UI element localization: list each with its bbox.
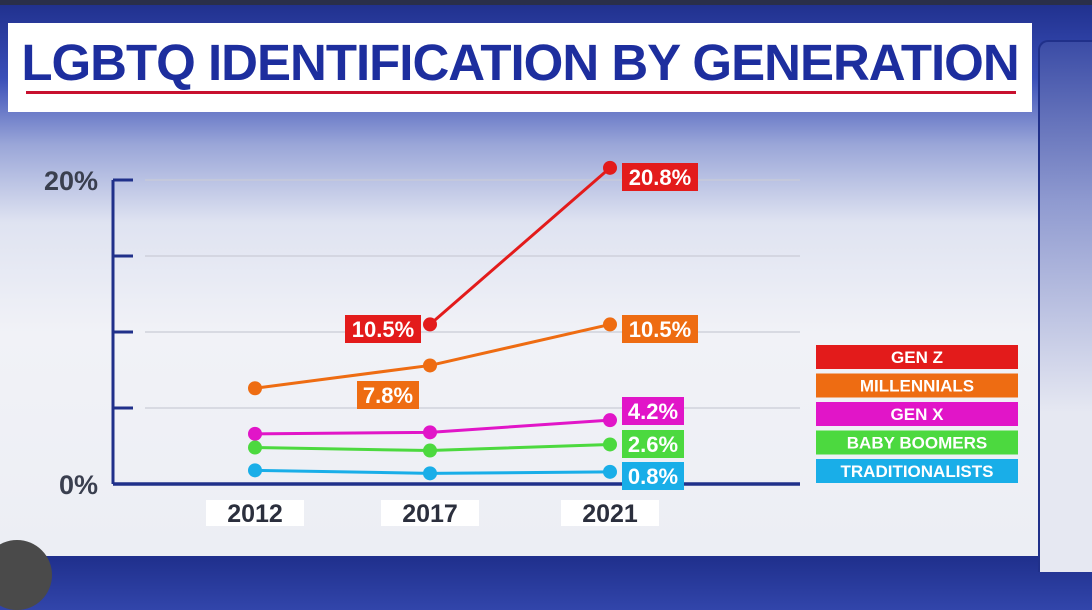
data-label-box-millennials (622, 315, 698, 343)
data-label-gen_x: 4.2% (628, 399, 678, 424)
y-tick-label: 20% (44, 166, 98, 196)
data-point-millennials (603, 317, 617, 332)
data-label-box-millennials (357, 381, 419, 409)
data-label-millennials: 7.8% (363, 383, 413, 408)
data-point-gen_z (603, 160, 617, 175)
data-point-baby_boomers (423, 443, 437, 458)
data-label-gen_z: 20.8% (629, 165, 691, 190)
legend-label-millennials: MILLENNIALS (860, 377, 974, 396)
data-point-gen_z (423, 317, 437, 332)
x-tick-label: 2012 (227, 500, 283, 528)
data-point-gen_x (423, 425, 437, 440)
data-label-millennials: 10.5% (629, 317, 691, 342)
data-point-gen_x (603, 413, 617, 428)
data-point-baby_boomers (248, 440, 262, 455)
legend-label-traditionalists: TRADITIONALISTS (841, 462, 994, 481)
x-label-box (381, 500, 479, 526)
data-point-traditionalists (423, 466, 437, 481)
x-label-box (206, 500, 304, 526)
legend-swatch-gen_z (816, 345, 1018, 369)
title-banner: LGBTQ IDENTIFICATION BY GENERATION (8, 23, 1032, 112)
data-point-gen_x (248, 426, 262, 441)
side-panel-frame (1038, 40, 1092, 572)
data-point-traditionalists (248, 463, 262, 478)
series-line-gen_z (429, 166, 611, 326)
legend-swatch-gen_x (816, 402, 1018, 426)
line-chart: 20% 0% 10.5% 20.8% 7.8% 10.5% 4.2% 2.6% 0.8% 20… (44, 160, 1018, 528)
data-point-millennials (248, 381, 262, 396)
data-label-gen_z: 10.5% (352, 317, 414, 342)
series-line-millennials (254, 322, 611, 390)
y-tick-label: 0% (59, 470, 98, 500)
data-label-baby_boomers: 2.6% (628, 432, 678, 457)
data-label-box-gen_z (622, 163, 698, 191)
data-label-box-gen_x (622, 397, 684, 425)
x-label-box (561, 500, 659, 526)
legend-swatch-traditionalists (816, 459, 1018, 483)
legend-swatch-baby_boomers (816, 430, 1018, 455)
legend-label-gen_x: GEN X (891, 405, 945, 424)
legend-label-baby_boomers: BABY BOOMERS (847, 434, 987, 453)
data-label-box-traditionalists (622, 462, 684, 490)
data-point-millennials (423, 358, 437, 373)
legend-swatch-millennials (816, 373, 1018, 398)
data-label-box-gen_z (345, 315, 421, 343)
x-tick-label: 2021 (582, 500, 638, 528)
chart-title: LGBTQ IDENTIFICATION BY GENERATION (21, 34, 1019, 91)
data-point-traditionalists (603, 464, 617, 479)
top-band (0, 0, 1092, 5)
x-tick-label: 2017 (402, 500, 458, 528)
legend-label-gen_z: GEN Z (891, 348, 943, 367)
data-label-box-baby_boomers (622, 430, 684, 458)
title-underline (26, 91, 1016, 94)
data-point-baby_boomers (603, 437, 617, 452)
data-label-traditionalists: 0.8% (628, 464, 678, 489)
